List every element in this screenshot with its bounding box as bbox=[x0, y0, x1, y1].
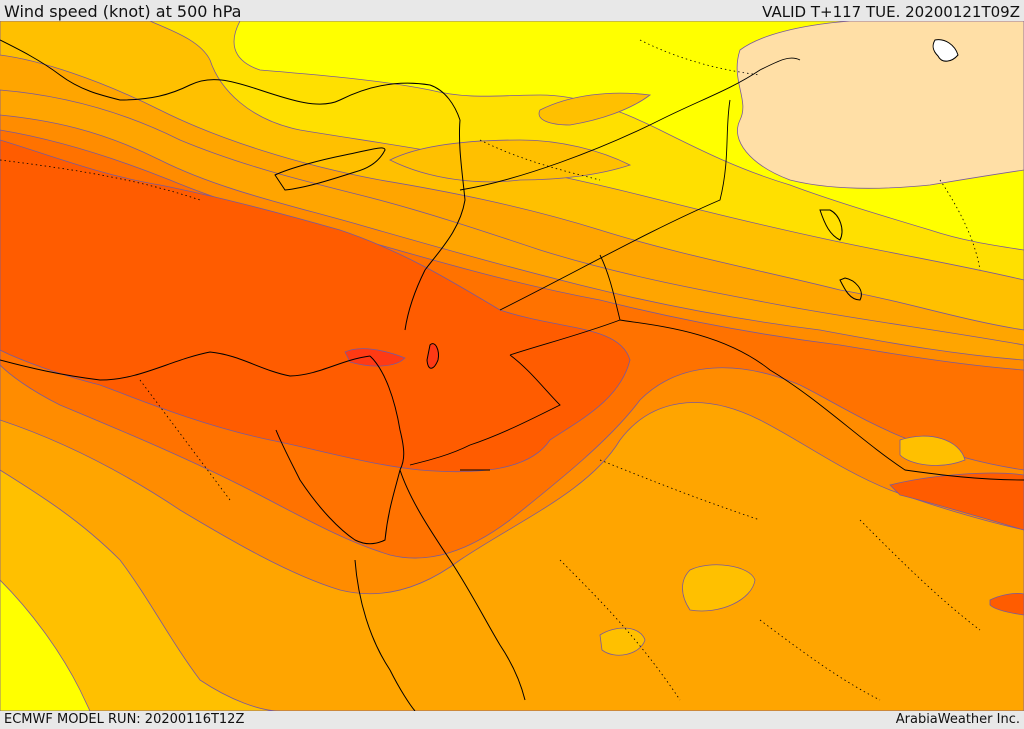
band-gold-patch bbox=[389, 139, 632, 183]
band-gold-patch-east bbox=[682, 564, 756, 612]
borders bbox=[409, 57, 1024, 481]
band-red bbox=[344, 348, 406, 367]
internal-boundaries bbox=[0, 39, 981, 701]
model-run: ECMWF MODEL RUN: 20200116T12Z bbox=[4, 712, 245, 727]
band-gold-patch2 bbox=[538, 92, 652, 126]
coastlines bbox=[0, 39, 862, 711]
band-gold-patch-east3 bbox=[899, 435, 966, 466]
band-red-orange bbox=[0, 139, 631, 473]
map-canvas bbox=[0, 21, 1024, 711]
credit: ArabiaWeather Inc. bbox=[895, 712, 1020, 727]
band-red-south bbox=[889, 472, 1024, 531]
header-bar: Wind speed (knot) at 500 hPa VALID T+117… bbox=[0, 0, 1024, 21]
lake-icon-2 bbox=[426, 343, 439, 369]
valid-time: VALID T+117 TUE. 20200121T09Z bbox=[762, 3, 1020, 21]
band-gold-patch-east2 bbox=[599, 627, 646, 656]
band-gold-south bbox=[0, 469, 281, 711]
map-title: Wind speed (knot) at 500 hPa bbox=[4, 2, 242, 21]
footer-bar: ECMWF MODEL RUN: 20200116T12Z ArabiaWeat… bbox=[0, 711, 1024, 729]
band-yellow-south bbox=[0, 579, 91, 711]
band-cream bbox=[736, 21, 1024, 189]
wind-speed-map[interactable] bbox=[0, 21, 1024, 711]
band-red-east bbox=[989, 592, 1024, 616]
lake-icon bbox=[932, 39, 959, 62]
